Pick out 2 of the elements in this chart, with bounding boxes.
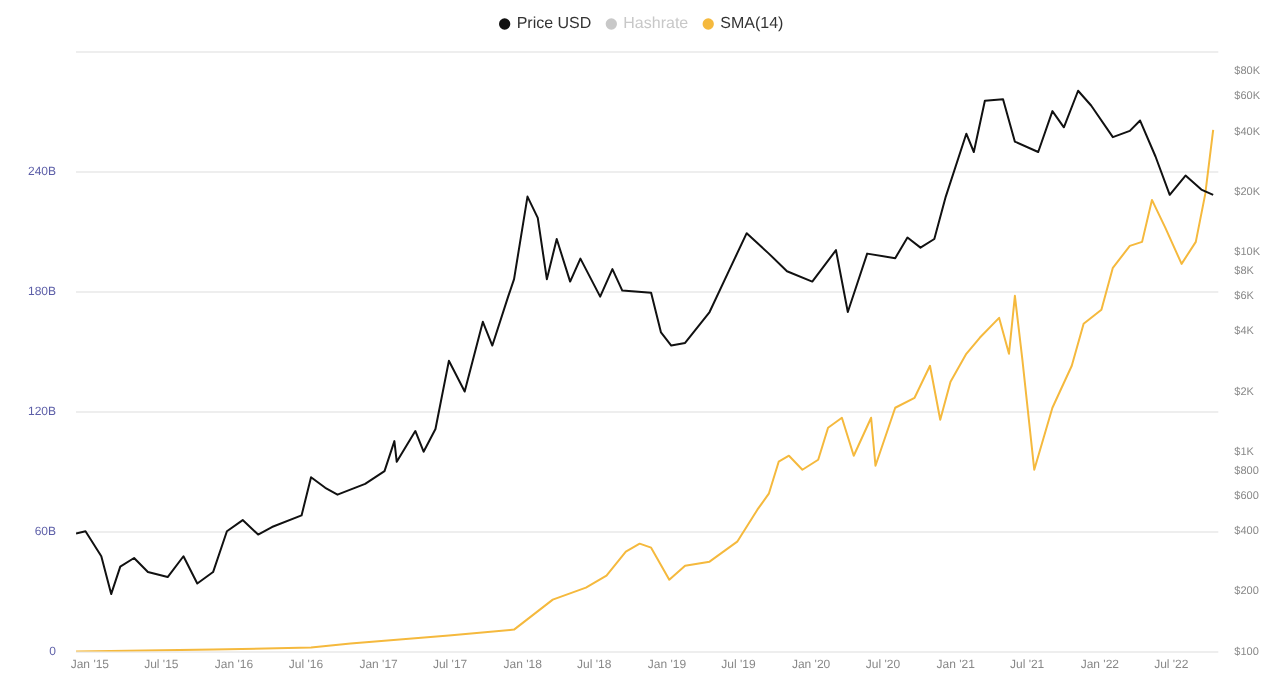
legend-label: Price USD — [516, 14, 592, 33]
legend-label: SMA(14) — [720, 14, 785, 33]
